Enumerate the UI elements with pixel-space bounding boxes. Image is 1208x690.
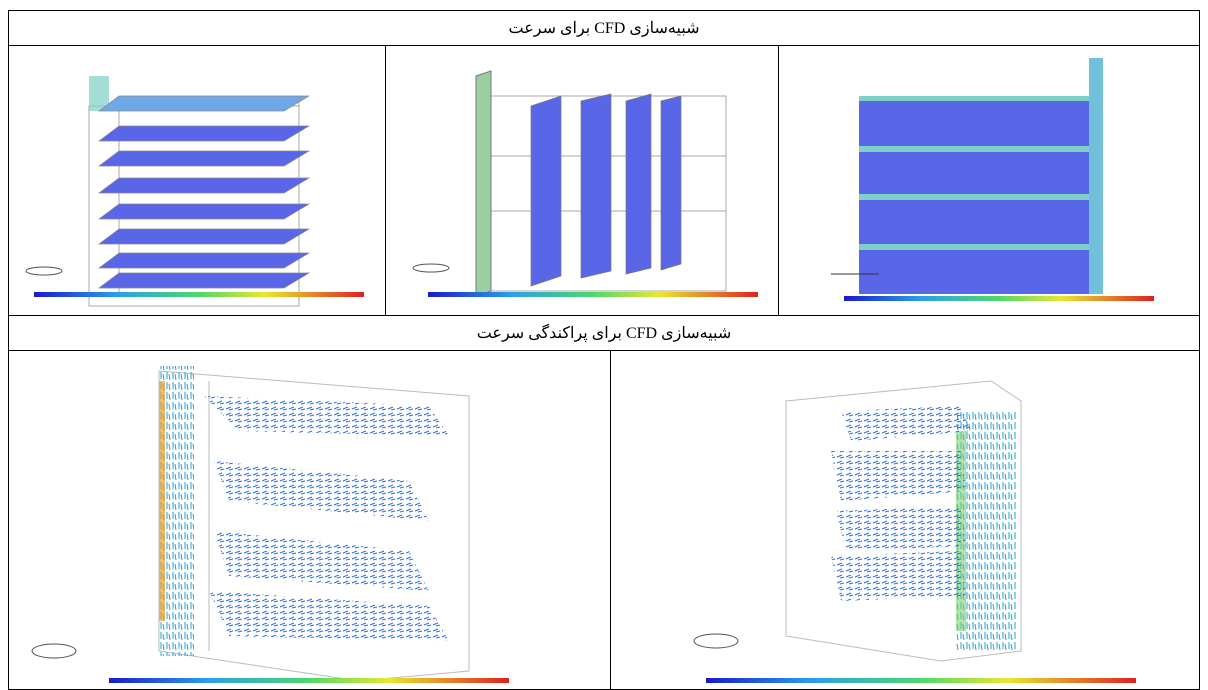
cfd-velocity-vectors — [611, 351, 1199, 689]
image-cell — [8, 350, 611, 690]
image-cell — [610, 350, 1200, 690]
image-cell — [8, 45, 386, 316]
section-header: شبیه‌سازی CFD برای پراکندگی سرعت — [8, 315, 1200, 351]
cfd-floor-slabs — [9, 46, 385, 315]
page: شبیه‌سازی CFD برای سرعت — [0, 0, 1208, 690]
image-cell — [778, 45, 1200, 316]
image-cell — [385, 45, 779, 316]
section-header: شبیه‌سازی CFD برای سرعت — [8, 10, 1200, 46]
cfd-velocity-vectors — [9, 351, 610, 689]
cfd-vertical-planes — [386, 46, 778, 315]
cfd-section — [779, 46, 1199, 315]
